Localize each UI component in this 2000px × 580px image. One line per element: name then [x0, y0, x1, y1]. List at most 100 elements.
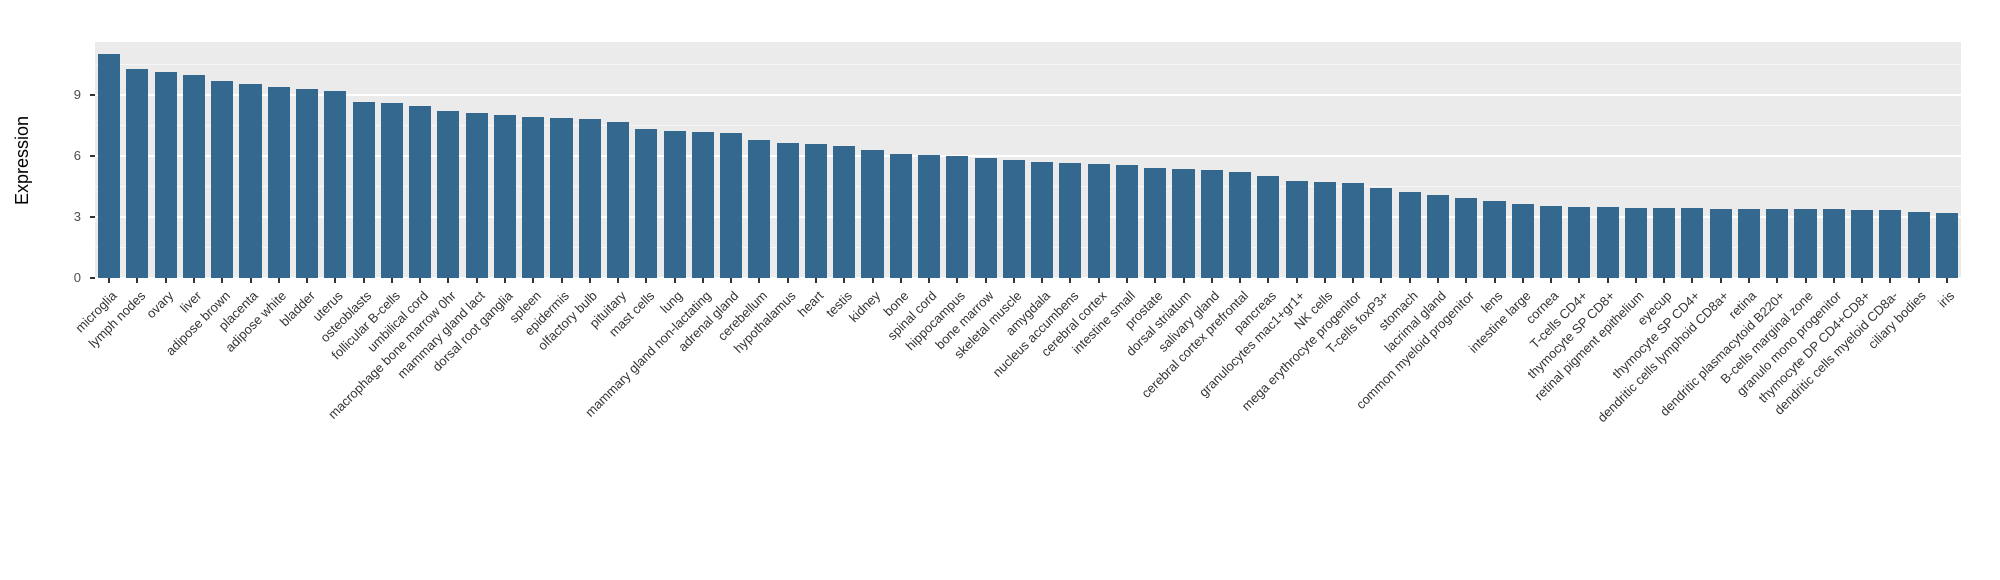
x-tick-mark [673, 278, 676, 283]
x-tick-mark [249, 278, 252, 283]
x-tick-mark [1691, 278, 1694, 283]
bar [1653, 207, 1676, 278]
bar [776, 142, 799, 278]
bar [1907, 211, 1930, 278]
bar [720, 132, 743, 278]
x-tick-mark [1861, 278, 1864, 283]
x-tick-mark [419, 278, 422, 283]
gridline-major [95, 277, 1961, 279]
x-tick-mark [1719, 278, 1722, 283]
x-tick-mark [1012, 278, 1015, 283]
y-tick-mark [90, 93, 95, 96]
bar [607, 122, 630, 278]
x-tick-mark [1408, 278, 1411, 283]
bar [1370, 188, 1393, 278]
gridline-major [95, 215, 1961, 218]
x-tick-mark [447, 278, 450, 283]
bar [409, 106, 432, 278]
x-tick-mark [1125, 278, 1128, 283]
bar [1568, 206, 1591, 278]
bar [1766, 208, 1789, 278]
x-tick-mark [1097, 278, 1100, 283]
x-tick-mark [1352, 278, 1355, 283]
x-tick-mark [730, 278, 733, 283]
bar [889, 153, 912, 278]
x-tick-mark [1663, 278, 1666, 283]
bar [1200, 170, 1223, 278]
x-tick-mark [758, 278, 761, 283]
bar [1313, 182, 1336, 278]
bar [352, 102, 375, 278]
bar [1342, 183, 1365, 278]
bar [380, 103, 403, 278]
x-tick-label: ovary [143, 288, 177, 322]
bar [1031, 162, 1054, 278]
bar [1596, 206, 1619, 278]
x-tick-mark [588, 278, 591, 283]
bar [324, 90, 347, 278]
x-axis: microglia lymph nodes ovary liver adipose br… [72, 278, 1961, 568]
gridline-major [95, 93, 1961, 96]
y-tick-mark [90, 154, 95, 157]
bar [974, 157, 997, 278]
bar [1229, 172, 1252, 278]
bar [1794, 208, 1817, 278]
bar [1002, 160, 1025, 278]
x-tick-mark [1295, 278, 1298, 283]
bar [1172, 169, 1195, 278]
x-tick-mark [786, 278, 789, 283]
bar [522, 117, 545, 278]
bar [98, 54, 121, 278]
bar [1115, 165, 1138, 278]
x-tick-mark [843, 278, 846, 283]
bar [1737, 208, 1760, 278]
x-tick-mark [956, 278, 959, 283]
x-tick-mark [277, 278, 280, 283]
x-tick-mark [1804, 278, 1807, 283]
x-tick-mark [1832, 278, 1835, 283]
x-tick-mark [1182, 278, 1185, 283]
x-tick-mark [1776, 278, 1779, 283]
bar [691, 131, 714, 278]
x-tick-label: heart [795, 288, 827, 320]
x-tick-mark [1436, 278, 1439, 283]
bar [578, 119, 601, 278]
x-tick-mark [1041, 278, 1044, 283]
x-tick-mark [1747, 278, 1750, 283]
x-tick-mark [1550, 278, 1553, 283]
x-tick-mark [1210, 278, 1213, 283]
bar [465, 113, 488, 278]
bar [1455, 197, 1478, 278]
bar [1879, 209, 1902, 278]
bar [1511, 203, 1534, 278]
bar [635, 129, 658, 278]
bar [1059, 163, 1082, 278]
bar [1144, 168, 1167, 278]
x-tick-mark [192, 278, 195, 283]
x-tick-mark [1465, 278, 1468, 283]
bar [1087, 164, 1110, 278]
bar [182, 74, 205, 278]
bar [861, 149, 884, 278]
bar [1935, 212, 1958, 278]
y-tick-label: 0 [73, 270, 81, 285]
gridline-minor [95, 124, 1961, 126]
gridline-major [95, 154, 1961, 157]
gridline-minor [95, 185, 1961, 187]
bar [239, 83, 262, 278]
bar [1285, 181, 1308, 278]
bar [1257, 176, 1280, 278]
x-tick-mark [1634, 278, 1637, 283]
bar [211, 80, 234, 278]
x-tick-mark [984, 278, 987, 283]
x-tick-mark [108, 278, 111, 283]
x-tick-mark [475, 278, 478, 283]
bar [1709, 208, 1732, 278]
x-tick-mark [871, 278, 874, 283]
bar [1624, 207, 1647, 278]
x-tick-mark [1493, 278, 1496, 283]
plot-panel [95, 42, 1961, 279]
bar [946, 155, 969, 278]
x-tick-mark [1606, 278, 1609, 283]
